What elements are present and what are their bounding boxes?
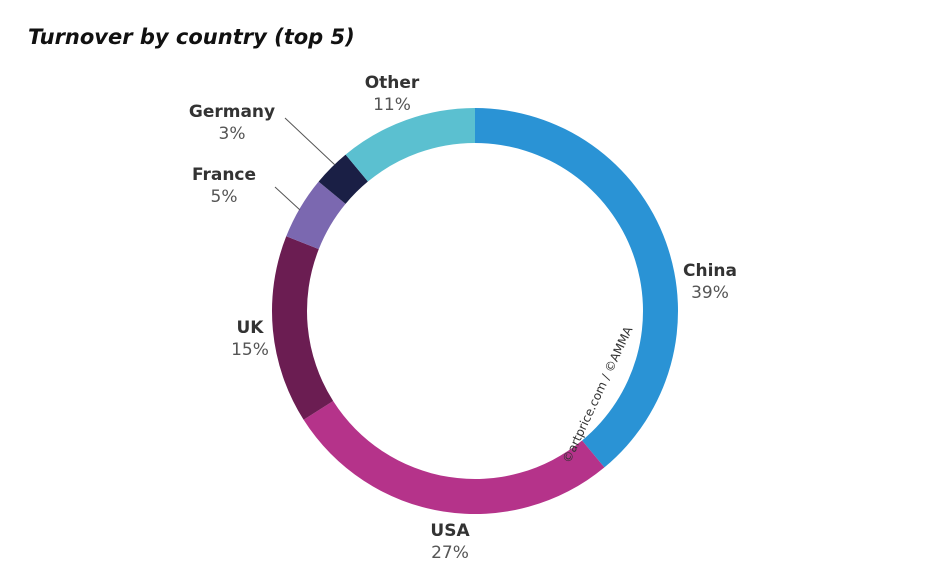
category-label: Germany: [189, 102, 275, 122]
donut-segment: [303, 401, 605, 514]
value-label: 3%: [219, 124, 246, 144]
value-label: 27%: [431, 543, 469, 563]
category-label: USA: [430, 521, 470, 541]
leader-line: [284, 117, 336, 166]
value-label: 5%: [211, 187, 238, 207]
category-label: China: [683, 261, 737, 281]
donut-segment: [318, 154, 368, 204]
category-label: France: [192, 165, 256, 185]
donut-segment: [475, 108, 678, 468]
value-label: 11%: [373, 95, 411, 115]
category-label: UK: [237, 318, 265, 338]
donut-segment: [286, 181, 346, 250]
leader-line: [274, 186, 301, 211]
donut-segment: [272, 236, 334, 420]
donut-segment: [345, 108, 475, 182]
value-label: 15%: [231, 340, 269, 360]
category-label: Other: [365, 73, 420, 93]
value-label: 39%: [691, 283, 729, 303]
chart-title: Turnover by country (top 5): [28, 25, 355, 49]
